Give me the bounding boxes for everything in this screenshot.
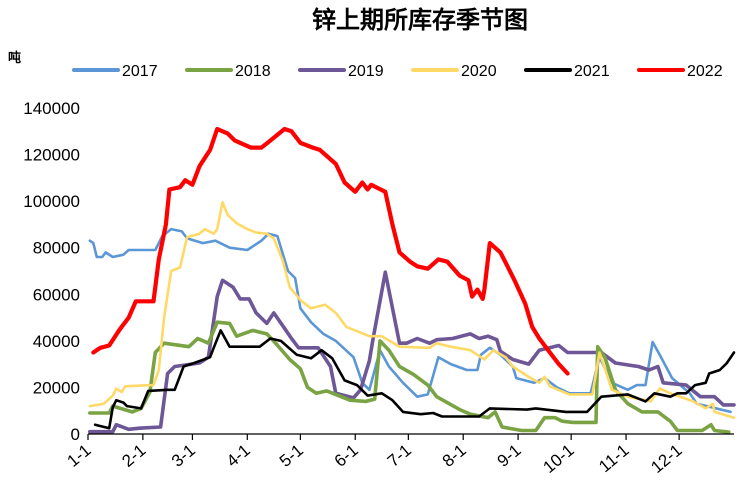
series-line-2019: [88, 270, 736, 434]
y-tick-label: 140000: [23, 99, 80, 118]
x-tick-label: 5-1: [276, 441, 307, 471]
legend-label-2019: 2019: [348, 63, 384, 80]
legend-label-2018: 2018: [235, 63, 271, 80]
y-tick-label: 120000: [23, 146, 80, 165]
x-tick-label: 2-1: [118, 441, 149, 471]
legend: 2017 2018 2019 2020 2021 2022: [72, 63, 723, 80]
x-axis: 1-1 2-1 3-1 4-1 5-1 6-1 7-1 8-1 9-1 10-1 11-1 12-1: [64, 434, 686, 477]
legend-label-2020: 2020: [461, 63, 497, 80]
x-tick-label: 8-1: [439, 441, 470, 471]
y-tick-label: 20000: [33, 378, 80, 397]
series-line-2021: [93, 329, 736, 430]
y-tick-label: 80000: [33, 239, 80, 258]
series-line-2018: [88, 320, 731, 434]
y-axis: 0 20000 40000 60000 80000 100000 120000 140000: [23, 99, 80, 444]
series-line-2020: [88, 201, 736, 419]
y-tick-label: 100000: [23, 192, 80, 211]
series-line-2022: [91, 126, 570, 376]
x-tick-label: 11-1: [595, 441, 632, 477]
x-tick-label: 7-1: [384, 441, 415, 471]
y-tick-label: 0: [71, 425, 80, 444]
x-tick-label: 10-1: [539, 441, 577, 477]
x-tick-label: 1-1: [64, 441, 95, 471]
series-lines: [88, 126, 736, 434]
series-line-2017: [88, 227, 732, 414]
x-tick-label: 6-1: [331, 441, 362, 471]
x-tick-label: 4-1: [223, 441, 254, 471]
legend-label-2017: 2017: [122, 63, 158, 80]
x-tick-label: 9-1: [494, 441, 525, 471]
y-tick-label: 60000: [33, 285, 80, 304]
legend-label-2021: 2021: [574, 63, 610, 80]
legend-label-2022: 2022: [687, 63, 723, 80]
y-tick-label: 40000: [33, 332, 80, 351]
x-tick-label: 12-1: [647, 441, 685, 477]
x-tick-label: 3-1: [168, 441, 199, 471]
chart-title: 锌上期所库存季节图: [312, 5, 528, 34]
y-axis-unit-label: 吨: [8, 50, 21, 66]
